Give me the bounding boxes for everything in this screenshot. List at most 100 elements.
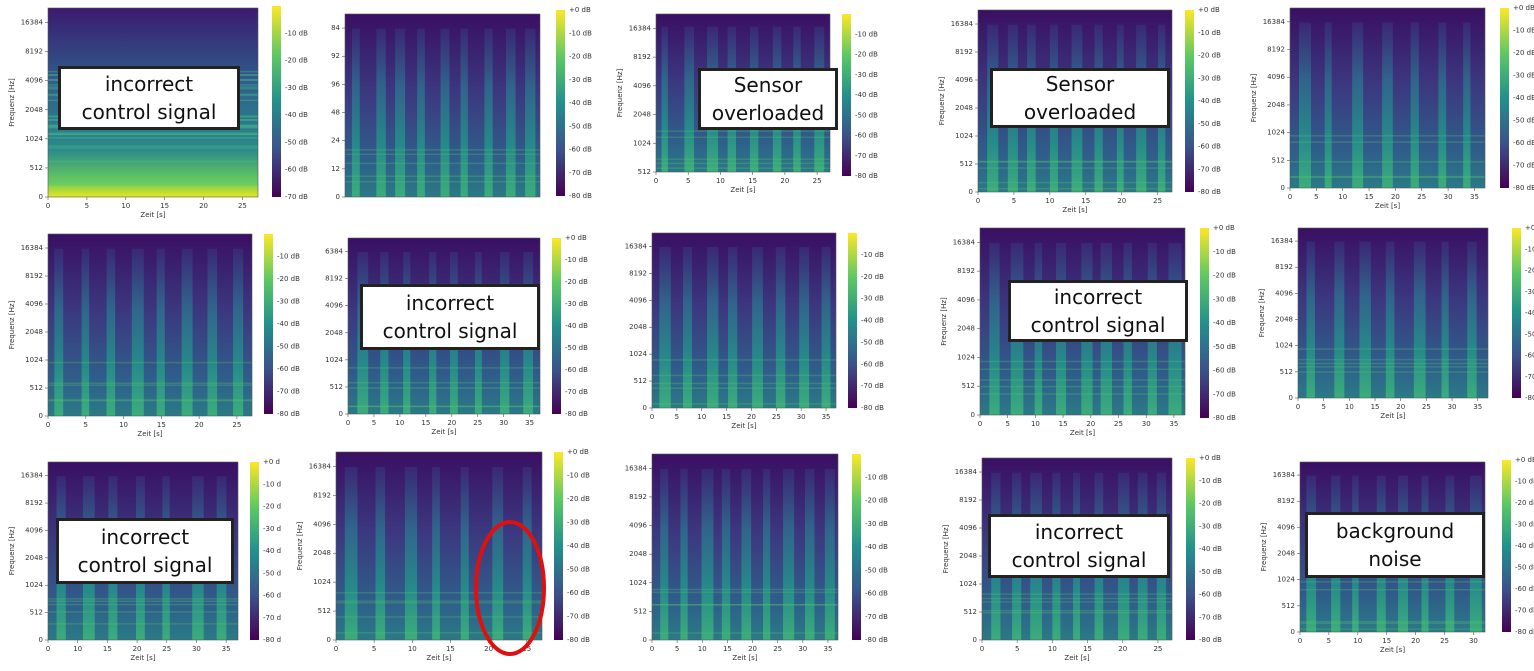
- x-tick-label: 25: [522, 645, 531, 653]
- x-tick-label: 20: [780, 177, 789, 185]
- colorbar-label: -80 dB: [565, 410, 588, 418]
- colorbar-label: -40 dB: [285, 111, 308, 119]
- signal-band: [417, 28, 425, 197]
- annotation-box: incorrect control signal: [58, 66, 240, 130]
- colorbar-label: +0 dB: [565, 234, 587, 242]
- spectral-line: [1290, 175, 1485, 178]
- y-tick-label: 8192: [313, 491, 331, 499]
- x-tick-label: 15: [160, 202, 169, 210]
- colorbar-label: -70 dB: [277, 388, 300, 396]
- plot-frame: [651, 453, 839, 641]
- signal-band: [131, 248, 144, 416]
- spectral-line: [978, 160, 1172, 163]
- signal-band: [432, 467, 440, 640]
- y-tick-label: 6384: [325, 248, 343, 256]
- annotation-box: Sensor overloaded: [698, 68, 838, 130]
- x-tick-label: 35: [822, 413, 831, 421]
- spectral-line: [1298, 348, 1488, 350]
- colorbar: [1200, 228, 1209, 418]
- signal-band: [1413, 241, 1426, 398]
- colorbar-label: -60 dB: [1213, 367, 1236, 375]
- signal-band: [660, 468, 669, 640]
- signal-band: [680, 468, 688, 640]
- colorbar-label: -30 dB: [285, 84, 308, 92]
- signal-band: [1410, 22, 1419, 189]
- signal-band: [805, 468, 815, 640]
- y-tick-label: 0: [39, 412, 43, 420]
- x-tick-label: 25: [232, 421, 241, 429]
- colorbar-label: -20 dB: [865, 497, 888, 505]
- x-tick-label: 35: [1169, 420, 1178, 428]
- colorbar-label: -20 dB: [277, 275, 300, 283]
- y-tick-label: 512: [638, 168, 651, 176]
- x-tick-label: 15: [1371, 403, 1380, 411]
- colorbar-label: -70 dB: [861, 382, 884, 390]
- spectral-line: [652, 359, 836, 361]
- x-tick-label: 5: [675, 645, 679, 653]
- spectral-line: [336, 632, 542, 634]
- y-tick-label: 16384: [629, 24, 652, 32]
- x-tick-label: 20: [748, 645, 757, 653]
- colorbar-label: -20 dB: [565, 278, 588, 286]
- x-tick-label: 5: [1012, 197, 1016, 205]
- colorbar-label: -60 dB: [1525, 352, 1534, 360]
- colorbar-label: -10 dB: [1525, 245, 1534, 253]
- signal-band: [492, 467, 504, 640]
- colorbar-label: -60 dB: [565, 366, 588, 374]
- y-tick-label: 512: [1282, 602, 1295, 610]
- x-axis-label: Zeit [s]: [431, 428, 456, 436]
- signal-band: [1324, 22, 1332, 189]
- x-tick-label: 0: [978, 420, 982, 428]
- colorbar-label: -80 dB: [1513, 184, 1534, 192]
- x-tick-label: 10: [697, 413, 706, 421]
- spectral-line: [48, 182, 258, 184]
- annotation-box: incorrect control signal: [1008, 280, 1188, 342]
- highlight-ellipse: [474, 520, 546, 656]
- colorbar-label: -20 dB: [1525, 267, 1534, 275]
- y-tick-label: 4096: [1277, 523, 1295, 531]
- x-axis-label: Zeit [s]: [130, 654, 155, 662]
- colorbar-label: -80 dB: [855, 172, 878, 180]
- plot-frame: [981, 457, 1173, 641]
- y-tick-label: 8192: [325, 275, 343, 283]
- signal-band: [659, 247, 671, 408]
- signal-band: [351, 28, 360, 197]
- x-tick-label: 25: [1153, 197, 1162, 205]
- colorbar-label: -30 dB: [565, 300, 588, 308]
- x-axis-label: Zeit [s]: [1064, 654, 1089, 662]
- x-tick-label: 15: [748, 177, 757, 185]
- spectral-line: [982, 611, 1172, 614]
- colorbar-label: -60 dB: [1199, 591, 1222, 599]
- colorbar-label: -20 dB: [569, 53, 592, 61]
- colorbar-label: -20 dB: [1515, 499, 1534, 507]
- spectral-line: [982, 597, 1172, 600]
- signal-band: [460, 467, 469, 640]
- plot-frame: [1289, 7, 1486, 189]
- colorbar-label: -80 d: [263, 636, 281, 644]
- y-tick-label: 1024: [629, 350, 647, 358]
- colorbar-label: -70 dB: [1213, 390, 1236, 398]
- y-tick-label: 2048: [1277, 550, 1295, 558]
- y-tick-label: 2048: [955, 104, 973, 112]
- x-tick-label: 15: [446, 645, 455, 653]
- colorbar-label: -30 dB: [277, 298, 300, 306]
- x-tick-label: 20: [1118, 645, 1127, 653]
- colorbar-label: -50 dB: [567, 566, 590, 574]
- x-tick-label: 5: [1005, 420, 1009, 428]
- spectral-line: [652, 382, 836, 385]
- x-tick-label: 0: [346, 419, 350, 427]
- spectral-line: [1290, 135, 1485, 137]
- y-tick-label: 512: [330, 383, 343, 391]
- spectral-line: [980, 385, 1185, 388]
- plot-frame: [1297, 227, 1489, 399]
- colorbar-label: -50 dB: [1515, 564, 1534, 572]
- colorbar-label: +0 dB: [1199, 454, 1221, 462]
- colorbar-label: -60 dB: [1198, 143, 1221, 151]
- colorbar-label: -40 dB: [1213, 319, 1236, 327]
- x-tick-label: 0: [1296, 403, 1300, 411]
- spectral-line: [1290, 176, 1485, 178]
- colorbar-label: -50 dB: [285, 138, 308, 146]
- colorbar-label: -70 dB: [1199, 613, 1222, 621]
- signal-band: [156, 248, 165, 416]
- y-tick-label: 4096: [25, 77, 43, 85]
